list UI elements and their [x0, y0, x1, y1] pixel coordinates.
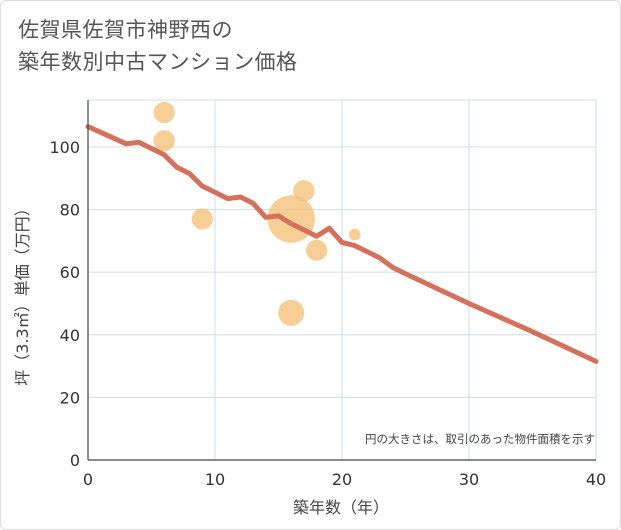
x-tick-label: 20: [332, 470, 352, 489]
price-trend-line: [85, 124, 599, 364]
x-tick-label: 10: [205, 470, 225, 489]
x-tick-label: 0: [83, 470, 93, 489]
axes: [87, 100, 596, 461]
y-tick-label: 40: [60, 326, 80, 345]
y-tick-label: 0: [70, 451, 80, 470]
y-tick-label: 60: [60, 263, 80, 282]
line-series: [85, 124, 599, 364]
bubble-series: [153, 101, 361, 326]
bubble-point: [153, 101, 175, 124]
bubble-point: [191, 208, 213, 230]
size-legend-note: 円の大きさは、取引のあった物件面積を示す: [365, 432, 595, 446]
x-axis-label: 築年数（年）: [293, 498, 389, 517]
bubble-point: [293, 180, 315, 202]
y-tick-label: 20: [60, 388, 80, 407]
x-tick-label: 30: [459, 470, 479, 489]
tick-labels: 0 20 40 60 80 100 0 10 20 30 40: [49, 138, 606, 489]
bubble-point: [153, 130, 175, 152]
y-axis-label: 坪（3.3㎡）単価（万円）: [13, 200, 32, 385]
chart-title: 佐賀県佐賀市神野西の 築年数別中古マンション価格: [18, 14, 298, 78]
bubble-point: [348, 228, 361, 241]
x-tick-label: 40: [586, 470, 606, 489]
y-tick-label: 100: [49, 138, 80, 157]
bubble-point: [278, 299, 305, 326]
bubble-point: [267, 195, 315, 243]
bubble-point: [305, 239, 328, 261]
chart-title-line-1: 佐賀県佐賀市神野西の: [18, 18, 233, 42]
y-tick-label: 80: [60, 201, 80, 220]
chart-title-line-2: 築年数別中古マンション価格: [18, 50, 298, 74]
